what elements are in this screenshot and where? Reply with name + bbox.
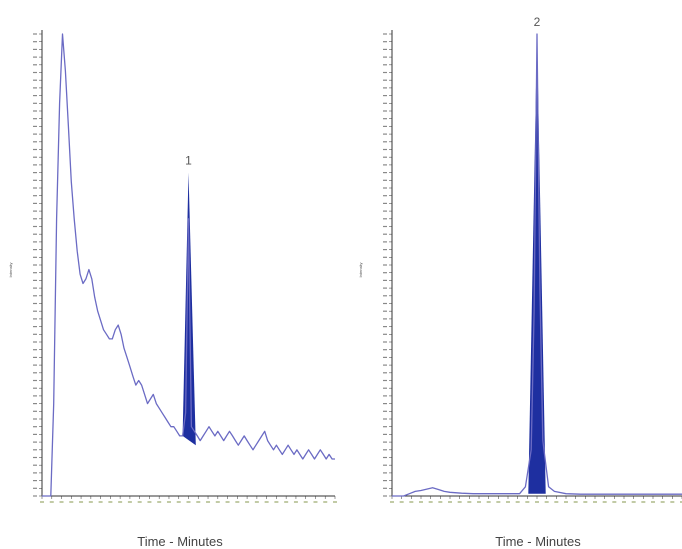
peak-label: 1 xyxy=(185,154,192,168)
x-axis-label: Time - Minutes xyxy=(495,534,581,549)
x-axis-ticks xyxy=(40,496,337,503)
x-axis-label: Time - Minutes xyxy=(137,534,223,549)
series-line xyxy=(42,33,335,497)
y-axis-label: Intensity xyxy=(8,263,13,278)
y-axis-ticks xyxy=(383,33,392,497)
peak-label: 2 xyxy=(534,15,541,29)
chart-panel-right: 2 Intensity Time - Minutes xyxy=(358,15,682,549)
y-axis-label: Intensity xyxy=(358,263,363,278)
series-line xyxy=(392,33,682,497)
chart-panel-left: 1 Intensity Time - Minutes xyxy=(8,30,337,549)
y-axis-ticks xyxy=(33,33,42,497)
x-axis-ticks xyxy=(390,496,682,503)
